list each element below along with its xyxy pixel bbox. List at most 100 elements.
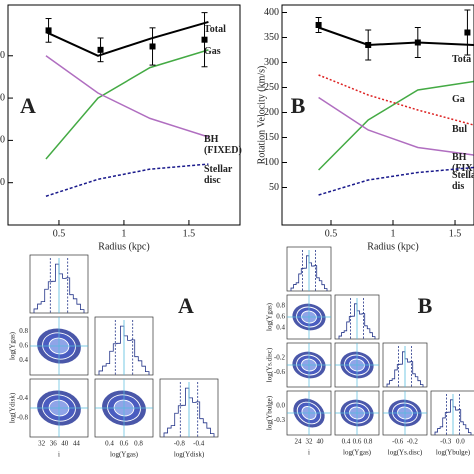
x-axis-label: log(Υdisk) xyxy=(174,451,205,459)
y-tick-label: 0.8 xyxy=(19,327,28,335)
y-tick-label: 0.4 xyxy=(19,356,28,364)
x-tick-label: -0.6 xyxy=(392,438,404,446)
data-point xyxy=(97,46,104,53)
model-curve xyxy=(45,163,209,197)
curve-label: Total xyxy=(204,24,226,35)
curve-label: Tota xyxy=(452,54,471,65)
model-curve xyxy=(45,49,209,160)
y-tick-label: 0.6 xyxy=(276,313,285,321)
y-tick-label: 300 xyxy=(264,57,279,68)
panel-label: B xyxy=(418,293,433,318)
x-tick-label: 0.4 xyxy=(105,440,114,448)
y-axis-label: log(Υgas) xyxy=(9,331,17,360)
curve-label-line: Stellar xyxy=(204,164,233,175)
y-tick-label: 250 xyxy=(264,82,279,93)
x-tick-label: -0.4 xyxy=(193,440,205,448)
curve-label-line: BH xyxy=(204,134,219,145)
curve-label: Ga xyxy=(452,94,465,105)
curve-label: Bul xyxy=(452,124,467,135)
x-tick-label: 36 xyxy=(50,440,58,448)
y-tick-label: -0.4 xyxy=(17,394,29,402)
x-tick-label: 32 xyxy=(306,438,314,446)
data-point xyxy=(149,43,156,50)
x-tick-label: 1.5 xyxy=(183,228,196,239)
x-tick-label: 0.5 xyxy=(53,228,66,239)
y-tick-label: 0.6 xyxy=(19,342,28,350)
y-tick-label: 0.4 xyxy=(276,324,285,332)
curve-label: BH (FIXED) xyxy=(204,134,242,156)
y-tick-label: 350 xyxy=(264,32,279,43)
model-curve xyxy=(318,74,474,126)
plot-frame xyxy=(281,4,474,226)
curve-label-line: Stella xyxy=(452,170,474,181)
curve-label-line: (FIXED) xyxy=(204,145,242,156)
x-tick-label: -0.2 xyxy=(407,438,419,446)
y-tick-label: -0.8 xyxy=(17,413,29,421)
y-tick-label: -0.3 xyxy=(274,416,286,424)
x-tick-label: 0.4 xyxy=(342,438,351,446)
y-tick-label: 50 xyxy=(0,177,5,188)
y-tick-label: 100 xyxy=(264,157,279,168)
curve-label-line: Total xyxy=(204,24,226,35)
data-point xyxy=(201,36,208,43)
y-tick-label: 50 xyxy=(269,182,279,193)
x-axis-label: Radius (kpc) xyxy=(367,241,418,252)
x-axis-label: log(Υgas) xyxy=(343,449,372,457)
y-tick-label: 150 xyxy=(264,132,279,143)
panel-label: B xyxy=(291,93,306,118)
y-axis-label: log(Υbulge) xyxy=(266,395,274,430)
data-point xyxy=(414,39,421,46)
corner-cell xyxy=(430,390,474,436)
curve-label-line: Tota xyxy=(452,54,471,65)
y-tick-label: 200 xyxy=(0,50,5,61)
x-tick-label: 0.8 xyxy=(364,438,373,446)
data-point xyxy=(315,22,322,28)
y-axis-label: log(Υs.disc) xyxy=(266,347,274,382)
model-curve xyxy=(45,20,209,57)
y-tick-label: -0.2 xyxy=(274,353,286,361)
x-tick-label: 1 xyxy=(121,228,126,239)
curve-label: Stellar disc xyxy=(204,164,233,186)
x-axis-label: log(Υs.disc) xyxy=(388,449,423,457)
x-tick-label: 1.5 xyxy=(449,228,462,239)
x-tick-label: -0.8 xyxy=(174,440,186,448)
data-point xyxy=(45,27,52,34)
curve-label-line: BH xyxy=(452,152,467,163)
y-tick-label: 400 xyxy=(264,7,279,18)
x-tick-label: 40 xyxy=(61,440,69,448)
x-tick-label: 0.6 xyxy=(353,438,362,446)
x-tick-label: 0.8 xyxy=(134,440,143,448)
x-axis-label: i xyxy=(58,451,60,459)
data-point xyxy=(464,29,471,36)
x-axis-label: log(Υgas) xyxy=(110,451,139,459)
curve-label-line: disc xyxy=(204,175,221,186)
y-tick-label: 0.8 xyxy=(276,302,285,310)
panel-label: A xyxy=(178,293,194,318)
y-axis-label: log(Υgas) xyxy=(266,302,274,331)
panel-label: A xyxy=(20,93,36,118)
model-curve xyxy=(45,55,209,138)
x-tick-label: 44 xyxy=(73,440,81,448)
curve-label-line: Bul xyxy=(452,124,467,135)
curve-label-line: Gas xyxy=(204,46,221,57)
curve-label-line: Ga xyxy=(452,94,465,105)
x-axis-label: i xyxy=(308,449,310,457)
x-axis-label: log(Υbulge) xyxy=(436,449,471,457)
y-axis-label: log(Υdisk) xyxy=(9,392,17,423)
curve-label: Stella dis xyxy=(452,170,474,192)
y-tick-label: 0.0 xyxy=(276,401,285,409)
x-tick-label: 32 xyxy=(38,440,46,448)
x-tick-label: 24 xyxy=(295,438,303,446)
y-tick-label: -0.6 xyxy=(274,368,286,376)
y-tick-label: 100 xyxy=(0,135,5,146)
y-tick-label: 150 xyxy=(0,92,5,103)
model-curve xyxy=(318,96,474,156)
model-curve xyxy=(318,80,474,171)
curve-label-line: dis xyxy=(452,181,464,192)
x-tick-label: 40 xyxy=(317,438,325,446)
x-tick-label: 0.5 xyxy=(325,228,338,239)
y-axis-label: Rotation Velocity (km/s) xyxy=(256,66,267,165)
model-curve xyxy=(318,26,474,47)
